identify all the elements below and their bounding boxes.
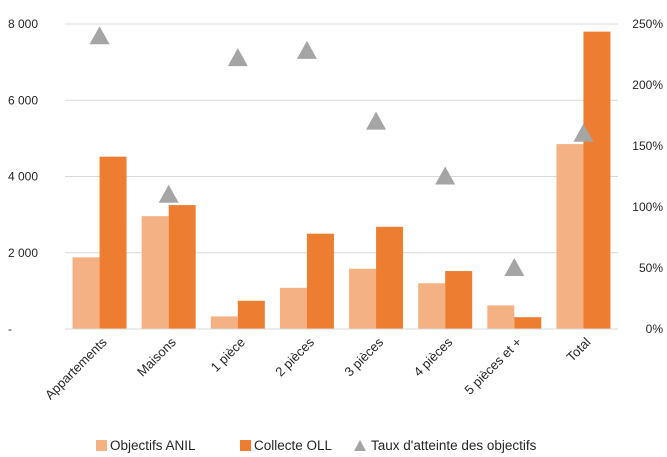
bar bbox=[583, 31, 611, 329]
left-tick-label: - bbox=[8, 322, 12, 336]
right-tick-label: 0% bbox=[646, 322, 664, 336]
bar bbox=[237, 300, 265, 329]
legend-label-collecte: Collecte OLL bbox=[254, 438, 333, 453]
rate-marker bbox=[227, 48, 248, 67]
rate-marker bbox=[435, 166, 456, 185]
category-label: 5 pièces et + bbox=[461, 335, 524, 398]
category-label: Maisons bbox=[134, 334, 179, 379]
bar bbox=[210, 316, 238, 329]
bars bbox=[72, 31, 611, 329]
legend-swatch-objectifs bbox=[96, 440, 107, 451]
rate-marker bbox=[366, 111, 387, 130]
bar bbox=[72, 257, 100, 329]
bar bbox=[306, 233, 334, 329]
gridlines bbox=[65, 23, 618, 254]
bar bbox=[514, 317, 542, 329]
bar bbox=[349, 268, 377, 329]
rate-marker bbox=[158, 184, 179, 203]
right-axis: 0% 50% 100% 150% 200% 250% bbox=[632, 17, 663, 336]
bar bbox=[99, 156, 127, 329]
category-label: 4 pièces bbox=[410, 334, 455, 379]
legend-label-taux: Taux d'atteinte des objectifs bbox=[371, 438, 537, 453]
bar bbox=[418, 283, 446, 329]
rate-marker bbox=[573, 123, 594, 142]
right-tick-label: 150% bbox=[632, 139, 663, 153]
left-axis: - 2 000 4 000 6 000 8 000 bbox=[8, 17, 38, 336]
category-label: Appartements bbox=[42, 334, 110, 402]
legend-swatch-collecte bbox=[240, 440, 251, 451]
rate-markers bbox=[89, 26, 594, 276]
bar bbox=[141, 216, 169, 329]
legend: Objectifs ANIL Collecte OLL Taux d'attei… bbox=[96, 438, 537, 453]
right-tick-label: 100% bbox=[632, 200, 663, 214]
left-tick-label: 6 000 bbox=[8, 93, 38, 107]
category-labels: Appartements Maisons 1 pièce 2 pièces 3 pièc… bbox=[42, 334, 594, 402]
right-tick-label: 200% bbox=[632, 78, 663, 92]
category-label: 2 pièces bbox=[272, 334, 317, 379]
legend-label-objectifs: Objectifs ANIL bbox=[110, 438, 196, 453]
rate-marker bbox=[89, 26, 110, 45]
bar bbox=[445, 271, 473, 329]
left-tick-label: 2 000 bbox=[8, 246, 38, 260]
rate-marker bbox=[296, 40, 317, 59]
bar bbox=[168, 205, 196, 329]
right-tick-label: 250% bbox=[632, 17, 663, 31]
legend-swatch-taux bbox=[354, 440, 366, 451]
category-label: Total bbox=[564, 334, 594, 364]
rate-marker bbox=[504, 258, 525, 276]
bar bbox=[487, 305, 515, 329]
bar bbox=[279, 287, 307, 329]
right-tick-label: 50% bbox=[639, 261, 663, 275]
category-label: 1 pièce bbox=[208, 335, 248, 375]
bar bbox=[376, 226, 404, 329]
left-tick-label: 8 000 bbox=[8, 17, 38, 31]
category-label: 3 pièces bbox=[341, 334, 386, 379]
left-tick-label: 4 000 bbox=[8, 170, 38, 184]
bar bbox=[556, 144, 584, 329]
